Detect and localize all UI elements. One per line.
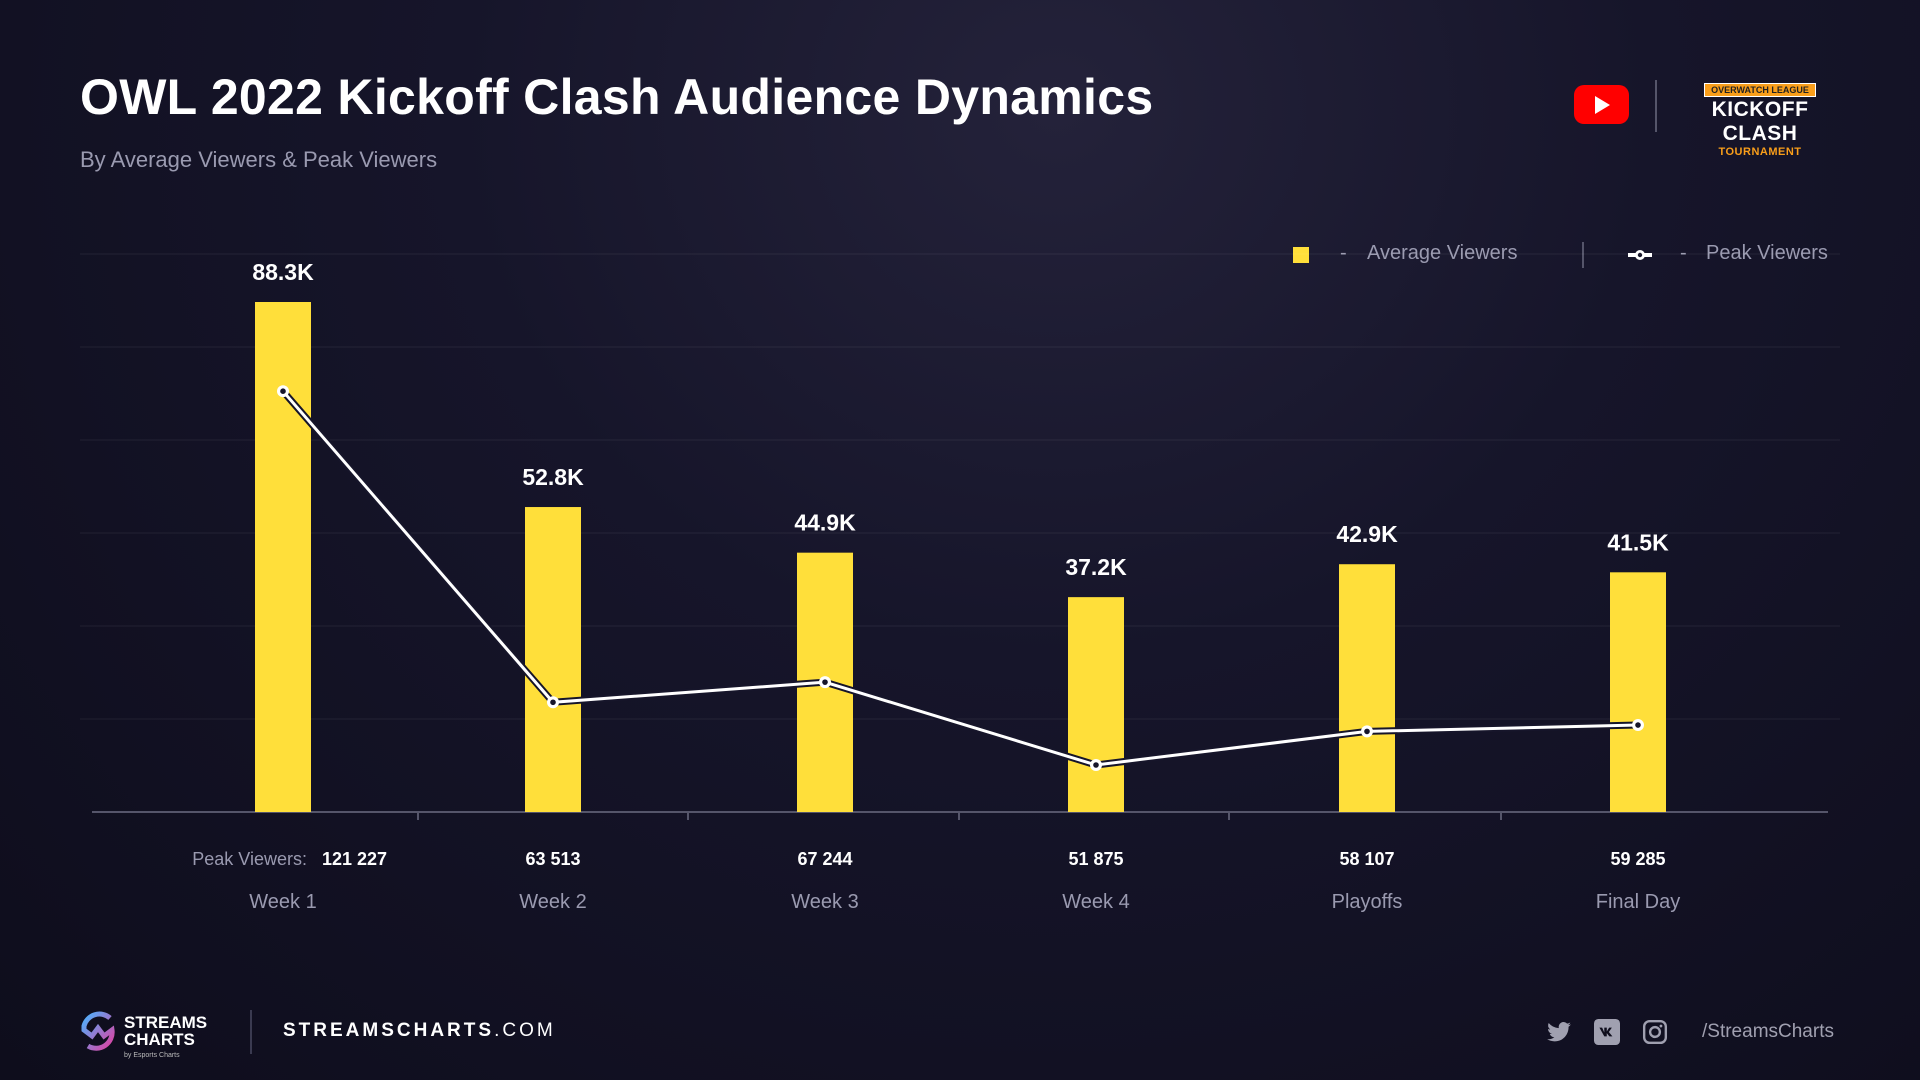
chart: 88.3K 121 227 Week 1 52.8K 63 513 Week 2 44.9K… bbox=[92, 259, 1828, 913]
category-label: Week 3 bbox=[791, 891, 858, 913]
peak-point-center bbox=[550, 699, 556, 706]
bar-value-label: 88.3K bbox=[252, 259, 314, 285]
legend-dash: - bbox=[1340, 242, 1347, 264]
peak-point-center bbox=[1093, 762, 1099, 768]
brand-line2: CHARTS bbox=[124, 1030, 195, 1049]
bar-average-viewers bbox=[1610, 572, 1666, 812]
category-label: Week 1 bbox=[249, 891, 316, 913]
peak-value-label: 51 875 bbox=[1068, 849, 1123, 869]
website-link[interactable]: STREAMSCHARTS.COM bbox=[283, 1020, 556, 1042]
event-logo-sub: TOURNAMENT bbox=[1718, 146, 1802, 158]
page-title: OWL 2022 Kickoff Clash Audience Dynamics bbox=[80, 69, 1154, 125]
category-label: Playoffs bbox=[1332, 891, 1403, 913]
header-divider bbox=[1655, 80, 1657, 132]
bar-value-label: 52.8K bbox=[522, 464, 584, 490]
legend-bar-swatch bbox=[1293, 247, 1309, 263]
bar-average-viewers bbox=[255, 302, 311, 812]
brand-line1: STREAMS bbox=[124, 1013, 207, 1032]
legend-peak-viewers: Peak Viewers bbox=[1706, 242, 1828, 264]
bar-value-label: 44.9K bbox=[794, 510, 856, 536]
brand-by: by Esports Charts bbox=[124, 1052, 180, 1059]
bar-average-viewers bbox=[1068, 597, 1124, 812]
bar-value-label: 42.9K bbox=[1336, 521, 1398, 547]
category-label: Final Day bbox=[1596, 891, 1680, 913]
peak-line-outline bbox=[280, 388, 1639, 769]
peak-value-label: 58 107 bbox=[1339, 849, 1394, 869]
footer-divider bbox=[250, 1010, 252, 1054]
peak-point-center bbox=[1635, 722, 1641, 728]
peak-value-label: 121 227 bbox=[322, 849, 387, 869]
peak-value-label: 59 285 bbox=[1610, 849, 1665, 869]
youtube-icon bbox=[1574, 85, 1629, 124]
legend-average-viewers: Average Viewers bbox=[1367, 242, 1518, 264]
peak-prefix-label: Peak Viewers: bbox=[192, 849, 307, 869]
page-subtitle: By Average Viewers & Peak Viewers bbox=[80, 147, 438, 172]
twitter-icon[interactable] bbox=[1546, 1019, 1572, 1045]
social-handle[interactable]: /StreamsCharts bbox=[1702, 1021, 1834, 1042]
peak-viewers-line bbox=[281, 390, 1639, 767]
peak-point-center bbox=[822, 679, 828, 685]
streams-charts-logo: STREAMS CHARTS by Esports Charts bbox=[81, 1011, 207, 1059]
legend-divider bbox=[1582, 242, 1584, 268]
bar-value-label: 37.2K bbox=[1065, 554, 1127, 580]
owl-logo-text: OVERWATCH LEAGUE bbox=[1704, 83, 1816, 97]
peak-point-center bbox=[280, 388, 286, 394]
site-bold: STREAMSCHARTS bbox=[283, 1020, 495, 1041]
legend-line-swatch bbox=[1628, 250, 1652, 260]
peak-value-label: 67 244 bbox=[797, 849, 852, 869]
instagram-icon[interactable] bbox=[1642, 1019, 1668, 1045]
category-label: Week 4 bbox=[1062, 891, 1129, 913]
event-logo: OVERWATCH LEAGUE KICKOFF CLASH TOURNAMEN… bbox=[1680, 80, 1840, 158]
legend-dash: - bbox=[1680, 242, 1687, 264]
bar-value-label: 41.5K bbox=[1607, 529, 1669, 555]
peak-point-center bbox=[1364, 728, 1370, 735]
bar-average-viewers bbox=[1339, 564, 1395, 812]
bar-average-viewers bbox=[525, 507, 581, 812]
peak-value-label: 63 513 bbox=[525, 849, 580, 869]
category-label: Week 2 bbox=[519, 891, 586, 913]
site-rest: .COM bbox=[494, 1020, 556, 1041]
vk-icon[interactable] bbox=[1594, 1019, 1620, 1045]
event-logo-main: KICKOFF CLASH bbox=[1711, 98, 1809, 145]
